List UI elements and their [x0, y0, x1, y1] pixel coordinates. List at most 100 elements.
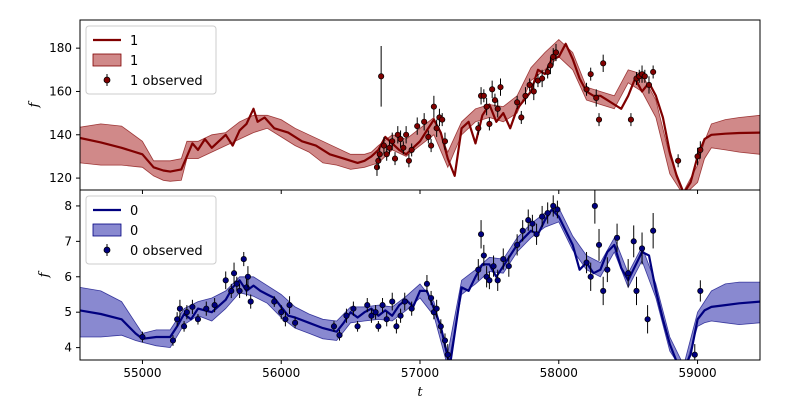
observed-point [228, 283, 235, 299]
observed-point [444, 344, 451, 360]
observed-marker [437, 323, 444, 330]
observed-marker [189, 303, 196, 310]
observed-point [380, 136, 387, 155]
observed-marker [292, 319, 299, 326]
observed-marker [475, 266, 482, 273]
observed-point [475, 121, 482, 135]
observed-marker [243, 284, 250, 291]
observed-marker [630, 238, 637, 245]
observed-point [278, 305, 285, 320]
observed-marker [529, 220, 536, 227]
observed-marker [389, 298, 396, 305]
observed-point [644, 305, 651, 334]
observed-marker [380, 142, 387, 149]
observed-marker [550, 202, 557, 209]
observed-marker [583, 86, 590, 93]
bottom-legend: 0 0 0 observed [85, 195, 217, 265]
observed-point [552, 43, 560, 62]
observed-point [587, 67, 594, 81]
observed-marker [278, 309, 285, 316]
observed-point [368, 308, 375, 323]
observed-marker [483, 103, 490, 110]
observed-point [391, 152, 399, 166]
observed-point [139, 331, 146, 343]
observed-point [483, 97, 490, 116]
observed-point [614, 223, 621, 252]
y-tick-label: 5 [64, 305, 72, 319]
observed-marker [203, 305, 210, 312]
observed-marker [583, 259, 590, 266]
observed-point [494, 100, 501, 118]
observed-point [376, 147, 383, 161]
observed-point [286, 296, 293, 314]
observed-point [244, 266, 251, 288]
observed-point [490, 255, 497, 277]
top-legend-point-label: 1 observed [130, 74, 203, 89]
observed-marker [139, 333, 146, 341]
top-panel: 120 140 160 180 f 1 1 1 observed [27, 19, 761, 194]
observed-marker [633, 287, 640, 294]
observed-point [697, 141, 704, 159]
observed-marker [181, 323, 188, 330]
observed-point [625, 259, 632, 288]
observed-point [587, 262, 594, 291]
observed-marker [286, 302, 293, 309]
observed-marker [336, 332, 343, 339]
observed-marker [595, 116, 603, 123]
observed-point [478, 220, 485, 249]
observed-point [554, 200, 561, 219]
observed-point [350, 301, 357, 316]
observed-marker [500, 256, 507, 263]
observed-marker [244, 273, 251, 280]
observed-marker [183, 309, 190, 316]
top-x-ticks [141, 190, 699, 194]
observed-marker [519, 227, 526, 234]
observed-point [533, 223, 540, 245]
observed-point [375, 321, 382, 332]
bottom-y-axis-label: f [37, 270, 52, 278]
observed-point [247, 294, 254, 309]
observed-point [211, 298, 218, 313]
bottom-legend-band-label: 0 [130, 224, 138, 239]
observed-marker [627, 116, 634, 123]
observed-marker [430, 103, 437, 110]
observed-marker [494, 277, 501, 284]
observed-marker [514, 241, 521, 248]
observed-point [650, 213, 657, 249]
observed-marker [373, 164, 381, 171]
observed-marker [364, 302, 371, 309]
observed-marker [600, 60, 607, 67]
observed-point [425, 130, 432, 144]
observed-marker [697, 287, 704, 294]
observed-marker [614, 234, 621, 241]
observed-marker [554, 206, 561, 213]
observed-marker [547, 62, 554, 69]
observed-marker [625, 270, 632, 277]
y-tick-label: 120 [49, 171, 72, 185]
observed-marker [379, 302, 386, 309]
observed-marker [480, 92, 487, 99]
top-legend-line-label: 1 [130, 34, 138, 49]
observed-point [497, 78, 504, 96]
observed-marker [386, 144, 393, 151]
observed-point [486, 117, 493, 131]
observed-marker [397, 136, 404, 143]
bottom-x-ticks: 55000 56000 57000 58000 59000 [123, 360, 717, 380]
observed-marker [694, 153, 701, 160]
bottom-y-ticks: 4 5 6 7 8 [64, 199, 80, 355]
top-y-axis-label: f [27, 100, 42, 108]
bottom-legend-band-swatch [92, 223, 122, 237]
observed-point [433, 299, 440, 318]
observed-marker [475, 125, 482, 132]
observed-point [526, 78, 533, 92]
observed-point [650, 65, 657, 79]
observed-point [428, 139, 435, 153]
observed-marker [428, 294, 435, 302]
x-tick-label: 57000 [401, 366, 439, 380]
observed-marker [486, 120, 493, 127]
observed-point [595, 113, 603, 127]
observed-point [433, 119, 440, 137]
y-tick-label: 180 [49, 41, 72, 55]
observed-point [383, 312, 390, 327]
